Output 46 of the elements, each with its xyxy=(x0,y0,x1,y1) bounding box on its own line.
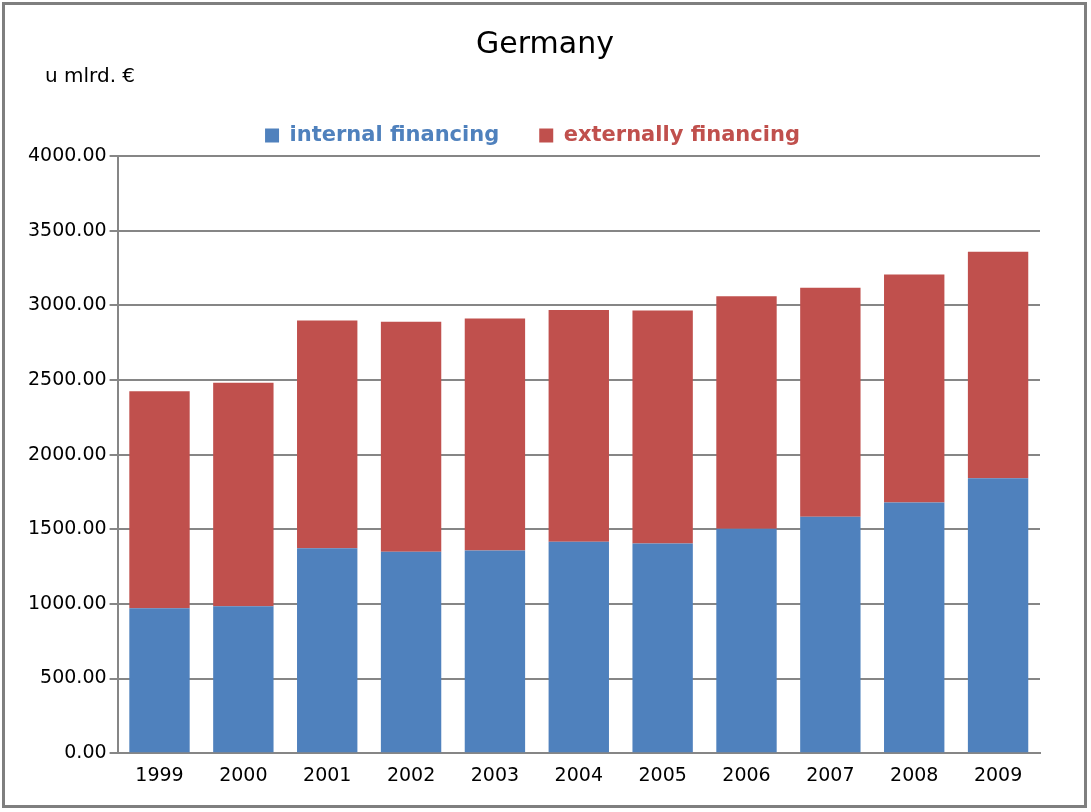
bar xyxy=(716,296,777,529)
y-tick-label: 4000.00 xyxy=(27,142,107,165)
y-tick-label: 1500.00 xyxy=(27,516,107,539)
bar xyxy=(800,287,861,517)
x-tick-label: 2008 xyxy=(890,762,939,785)
bar xyxy=(380,551,442,753)
bar xyxy=(548,541,609,753)
bar xyxy=(884,274,945,503)
y-axis-title: u mlrd. € xyxy=(45,63,136,87)
x-tick-label: 2001 xyxy=(303,762,352,785)
x-tick-label: 2007 xyxy=(806,762,855,785)
bar xyxy=(213,606,274,753)
bar xyxy=(800,516,861,753)
x-tick-label: 2000 xyxy=(219,762,268,785)
bar xyxy=(716,528,777,753)
bar xyxy=(967,478,1029,753)
y-tick-label: 0.00 xyxy=(64,740,107,763)
legend-label: externally financing xyxy=(563,121,800,146)
bar xyxy=(464,550,526,753)
y-tick-label: 2000.00 xyxy=(27,441,107,464)
chart-title: Germany xyxy=(475,25,615,60)
bar xyxy=(380,321,442,552)
bar xyxy=(129,608,190,753)
bar xyxy=(464,318,526,551)
x-tick-label: 2009 xyxy=(973,762,1023,785)
bar xyxy=(213,382,274,607)
bar xyxy=(632,310,693,544)
x-tick-label: 2002 xyxy=(386,762,436,785)
x-tick-label: 2004 xyxy=(554,762,603,785)
bar xyxy=(884,502,945,753)
bar xyxy=(129,391,190,609)
bar xyxy=(967,251,1029,479)
x-tick-label: 2005 xyxy=(638,762,687,785)
bar xyxy=(297,320,358,549)
bar xyxy=(632,543,693,753)
x-tick-label: 2003 xyxy=(470,762,520,785)
legend-label: internal financing xyxy=(289,121,500,146)
y-tick-label: 3000.00 xyxy=(27,292,107,315)
bar xyxy=(548,309,609,542)
x-tick-label: 1999 xyxy=(135,762,184,785)
y-tick-label: 500.00 xyxy=(40,665,107,688)
y-tick-label: 1000.00 xyxy=(27,590,107,613)
bar xyxy=(297,548,358,753)
y-tick-label: 3500.00 xyxy=(27,217,107,240)
x-tick-label: 2006 xyxy=(722,762,771,785)
y-tick-label: 2500.00 xyxy=(27,366,107,389)
